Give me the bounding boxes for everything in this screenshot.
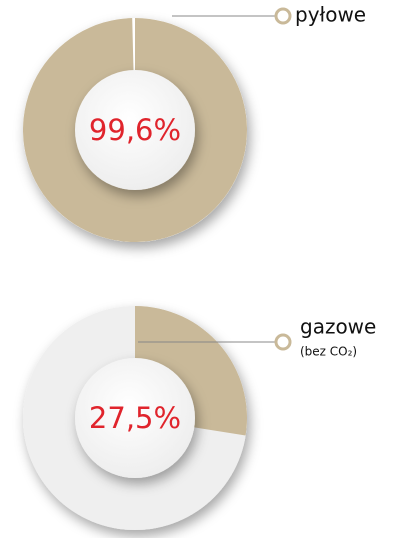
legend-sublabel: (bez CO₂): [300, 345, 357, 359]
legend-dot: [274, 7, 292, 25]
legend-dot: [274, 333, 292, 351]
legend-label: pyłowe: [295, 3, 366, 27]
donut-hole: [75, 358, 195, 478]
value-label: 99,6%: [89, 113, 181, 147]
donut-hole: [75, 70, 195, 190]
legend-label: gazowe: [300, 315, 376, 339]
value-label: 27,5%: [89, 401, 181, 435]
